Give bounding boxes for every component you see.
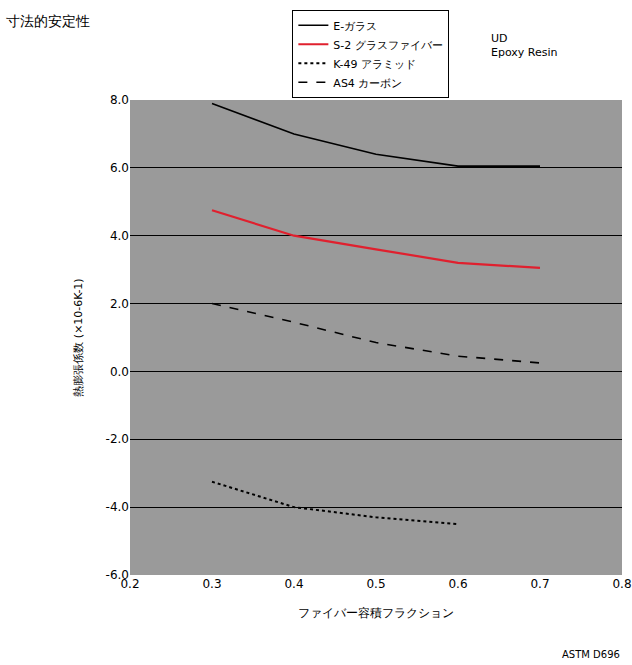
svg-text:UDEpoxy Resin: UDEpoxy Resin — [491, 32, 558, 59]
svg-text:ASTM D696: ASTM D696 — [562, 649, 620, 660]
svg-text:0.3: 0.3 — [202, 577, 221, 591]
svg-text:AS4 カーボン: AS4 カーボン — [333, 77, 402, 90]
svg-text:0.8: 0.8 — [612, 577, 631, 591]
svg-text:S-2 グラスファイバー: S-2 グラスファイバー — [333, 39, 442, 52]
svg-text:熱膨張係数 (×10-6K-1): 熱膨張係数 (×10-6K-1) — [72, 278, 85, 396]
svg-text:2.0: 2.0 — [110, 297, 129, 311]
svg-text:0.0: 0.0 — [110, 365, 129, 379]
svg-text:0.5: 0.5 — [366, 577, 385, 591]
svg-text:寸法的安定性: 寸法的安定性 — [6, 13, 90, 29]
svg-text:0.6: 0.6 — [448, 577, 467, 591]
svg-text:-4.0: -4.0 — [106, 500, 129, 514]
svg-text:0.7: 0.7 — [530, 577, 549, 591]
svg-text:4.0: 4.0 — [110, 229, 129, 243]
svg-text:K-49 アラミッド: K-49 アラミッド — [333, 58, 416, 71]
svg-text:ファイバー容積フラクション: ファイバー容積フラクション — [298, 606, 454, 620]
svg-text:-6.0: -6.0 — [106, 568, 129, 582]
svg-text:0.4: 0.4 — [284, 577, 303, 591]
svg-text:-2.0: -2.0 — [106, 432, 129, 446]
svg-text:0.2: 0.2 — [120, 577, 139, 591]
svg-text:E-ガラス: E-ガラス — [333, 20, 377, 33]
svg-text:6.0: 6.0 — [110, 161, 129, 175]
svg-text:8.0: 8.0 — [110, 93, 129, 107]
